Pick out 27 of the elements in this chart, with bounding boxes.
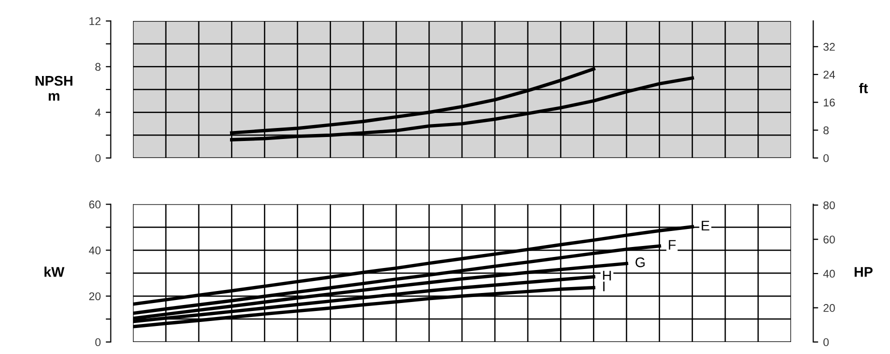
y2-tick-label: 80 [823, 201, 835, 210]
y-tick-label: 0 [95, 154, 101, 162]
series-label: E [702, 220, 710, 230]
series-label: G [636, 257, 645, 268]
y-tick-label: 20 [89, 292, 101, 300]
y2-tick-label: 0 [823, 154, 829, 162]
series-label: F [668, 240, 676, 250]
y2-tick-label: 24 [824, 70, 836, 78]
y2-tick-label: 20 [824, 304, 835, 312]
y-axis-title: NPSH m [36, 76, 72, 101]
y-axis-title: kW [44, 266, 64, 277]
y2-tick-label: 0 [823, 338, 829, 346]
y2-tick-label: 32 [823, 42, 835, 51]
y-tick-label: 40 [88, 246, 101, 254]
y2-tick-label: 40 [823, 270, 835, 278]
y-tick-label: 0 [95, 338, 101, 346]
series-label: I [603, 282, 605, 292]
y-tick-label: 60 [89, 200, 101, 208]
y-tick-label: 8 [95, 62, 101, 71]
y-tick-label: 4 [95, 108, 101, 116]
y-tick-label: 12 [90, 17, 100, 26]
y2-axis-title: HP [854, 267, 873, 277]
series-label: H [603, 270, 611, 280]
y2-axis-title: ft [859, 83, 868, 94]
y2-tick-label: 60 [824, 236, 835, 244]
y2-tick-label: 16 [824, 98, 835, 106]
y2-tick-label: 8 [823, 126, 829, 134]
